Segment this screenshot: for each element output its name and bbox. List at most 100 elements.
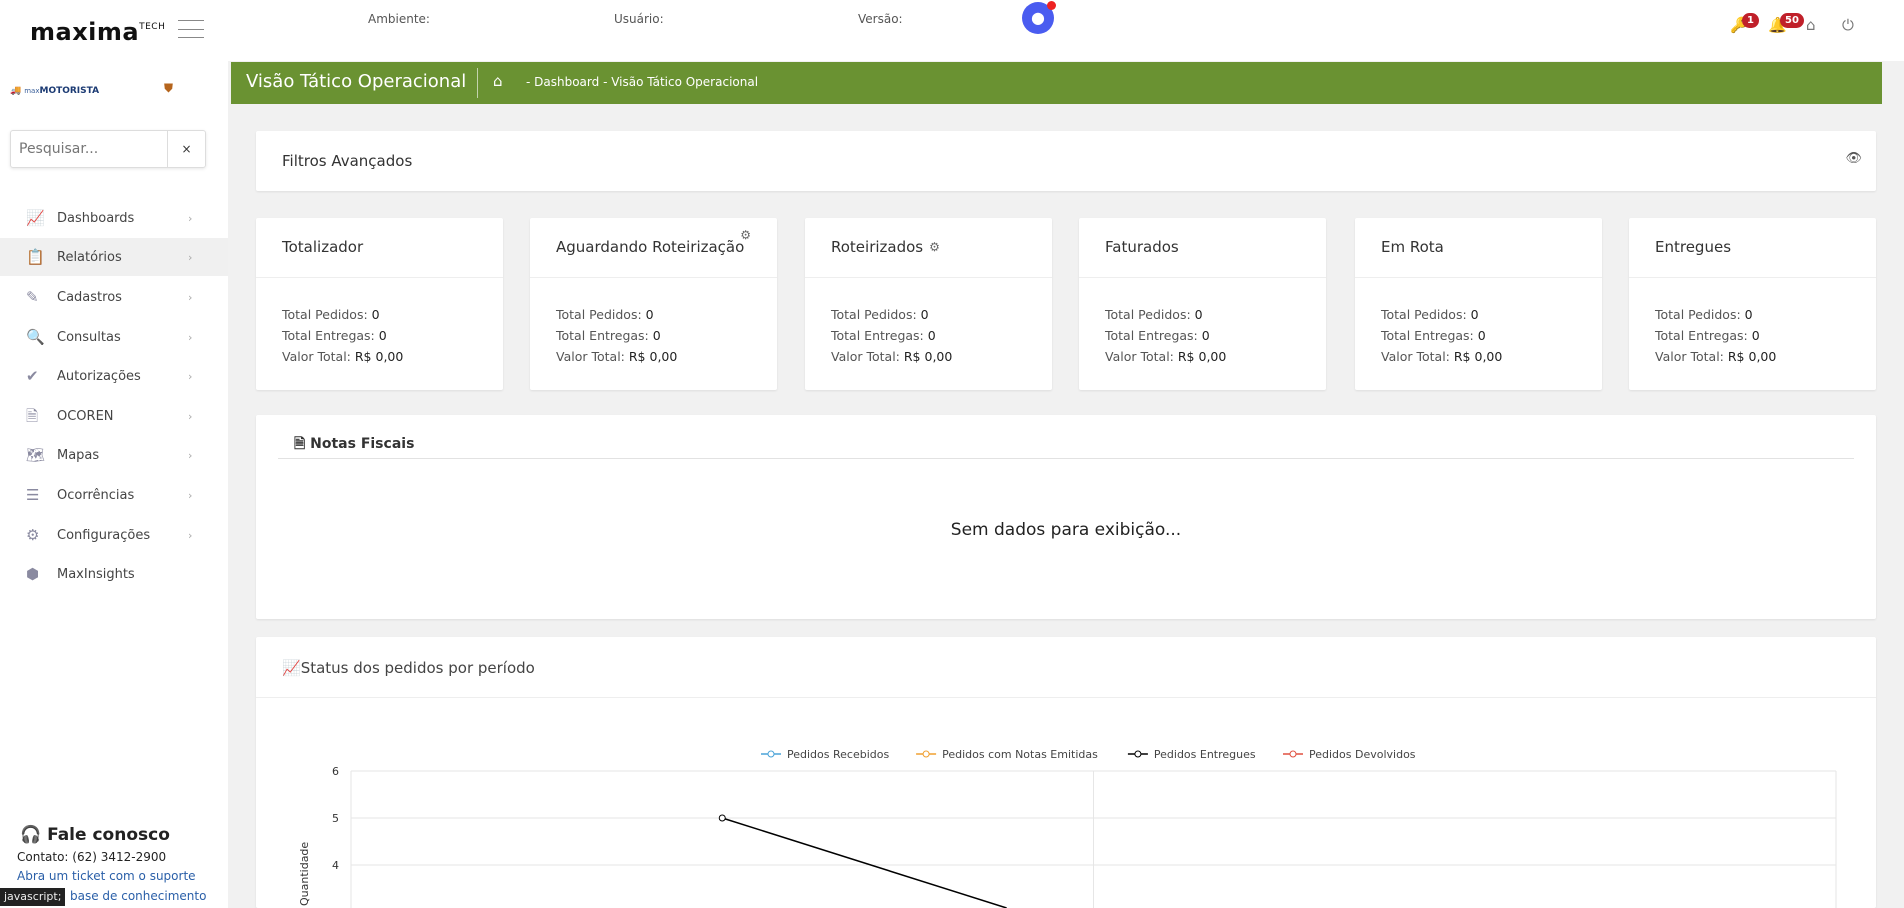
document-icon: 🗎 (26, 407, 39, 425)
card-valor: Valor Total: R$ 0,00 (1105, 349, 1227, 364)
card-entregas: Total Entregas: 0 (1381, 328, 1486, 343)
gear-icon[interactable]: ⚙ (740, 228, 751, 242)
breadcrumb-home-icon[interactable]: ⌂ (493, 72, 503, 90)
y-tick-label: 4 (332, 859, 339, 872)
eye-icon[interactable]: 👁 (1845, 151, 1862, 166)
legend-item[interactable]: Pedidos com Notas Emitidas (916, 748, 1098, 761)
filters-title: Filtros Avançados (282, 152, 413, 170)
clear-search-button[interactable]: × (167, 131, 205, 167)
menu-toggle-icon[interactable] (178, 20, 204, 38)
card-title: Entregues (1655, 238, 1732, 256)
notification-badge: 50 (1780, 13, 1804, 28)
summary-card: Entregues Total Pedidos: 0 Total Entregas… (1629, 218, 1876, 390)
file-icon: 🗎 (294, 436, 306, 452)
sidebar-item-configuracoes[interactable]: ⚙ Configurações › (0, 516, 228, 554)
card-valor: Valor Total: R$ 0,00 (1381, 349, 1503, 364)
legend-label: Pedidos Recebidos (787, 748, 889, 761)
sidebar-item-ocorrencias[interactable]: ☰ Ocorrências › (0, 476, 228, 514)
empty-message: Sem dados para exibição... (950, 520, 1182, 540)
breadcrumb[interactable]: - Dashboard - Visão Tático Operacional (526, 75, 759, 89)
shield-icon[interactable]: ⛊ (164, 81, 174, 95)
home-icon[interactable]: ⌂ (1806, 16, 1816, 34)
double-check-icon: ✔ (26, 367, 39, 385)
cube-icon: ⬢ (26, 565, 40, 583)
sidebar-item-label: Autorizações (57, 368, 141, 384)
summary-card: Totalizador Total Pedidos: 0 Total Entreg… (256, 218, 503, 390)
status-line-chart: Pedidos Recebidos Pedidos com Notas Emiti… (298, 748, 1837, 908)
bell-icon[interactable]: 🔔 50 (1768, 13, 1804, 34)
sidebar-item-consultas[interactable]: 🔍 Consultas › (0, 318, 228, 356)
data-point[interactable] (718, 814, 726, 822)
legend-item[interactable]: Pedidos Entregues (1127, 748, 1256, 761)
sidebar-item-autorizacoes[interactable]: ✔ Autorizações › (0, 357, 228, 395)
status-tooltip: javascript; (0, 888, 66, 906)
chevron-right-icon: › (188, 369, 193, 383)
key-icon[interactable]: 🔑 1 (1730, 13, 1759, 34)
chevron-right-icon: › (188, 330, 193, 344)
versao-label: Versão: (858, 12, 903, 26)
gear-icon: ⚙ (26, 526, 40, 544)
search-input[interactable] (11, 131, 167, 167)
legend-item[interactable]: Pedidos Devolvidos (1283, 748, 1416, 761)
card-entregas: Total Entregas: 0 (282, 328, 387, 343)
top-header: maximaTECH Ambiente: Usuário: Versão: ● … (0, 0, 1904, 61)
summary-card: Faturados Total Pedidos: 0 Total Entregas… (1079, 218, 1326, 390)
map-icon: 🗺 (26, 446, 46, 464)
status-title: 📈Status dos pedidos por período (282, 659, 535, 677)
pencil-icon: ✎ (26, 288, 39, 306)
chevron-right-icon: › (188, 528, 193, 542)
maxima-tech-logo[interactable]: maximaTECH (30, 18, 166, 46)
card-pedidos: Total Pedidos: 0 (1655, 307, 1753, 322)
summary-card: Roteirizados ⚙ Total Pedidos: 0 Total Entr… (805, 218, 1052, 390)
notas-fiscais-panel: 🗎 Notas Fiscais Sem dados para exibição.… (256, 415, 1876, 619)
logout-icon[interactable]: ⏻ (1842, 16, 1854, 34)
summary-card: Em Rota Total Pedidos: 0 Total Entregas: … (1355, 218, 1602, 390)
card-pedidos: Total Pedidos: 0 (1381, 307, 1479, 322)
gear-icon[interactable]: ⚙ (929, 240, 940, 254)
card-pedidos: Total Pedidos: 0 (1105, 307, 1203, 322)
chevron-right-icon: › (188, 448, 193, 462)
legend-label: Pedidos com Notas Emitidas (942, 748, 1098, 761)
card-entregas: Total Entregas: 0 (1105, 328, 1210, 343)
sidebar-item-label: MaxInsights (57, 566, 135, 582)
sidebar-item-ocoren[interactable]: 🗎 OCOREN › (0, 397, 228, 435)
card-title: Em Rota (1381, 238, 1444, 256)
series-line (722, 817, 1007, 908)
y-tick-label: 5 (332, 812, 339, 825)
card-valor: Valor Total: R$ 0,00 (556, 349, 678, 364)
card-pedidos: Total Pedidos: 0 (556, 307, 654, 322)
card-pedidos: Total Pedidos: 0 (831, 307, 929, 322)
card-title: Aguardando Roteirização (556, 238, 745, 256)
sidebar-item-relatorios[interactable]: 📋 Relatórios › (0, 238, 228, 276)
sidebar-item-label: OCOREN (57, 408, 114, 424)
list-icon: ☰ (26, 486, 40, 504)
sidebar-item-mapas[interactable]: 🗺 Mapas › (0, 436, 228, 474)
page-title: Visão Tático Operacional (246, 71, 467, 92)
sidebar-item-dashboards[interactable]: 📈 Dashboards › (0, 199, 228, 237)
knowledge-base-link[interactable]: base de conhecimento (70, 889, 207, 903)
sidebar-item-label: Ocorrências (57, 487, 135, 503)
notas-title: 🗎 Notas Fiscais (294, 436, 415, 452)
sidebar-item-label: Cadastros (57, 289, 122, 305)
advanced-filters-panel[interactable]: Filtros Avançados 👁 (256, 131, 1876, 191)
sidebar-item-maxinsights[interactable]: ⬢ MaxInsights (0, 555, 228, 593)
maxmotorista-logo: 🚚 maxMOTORISTA (10, 85, 99, 97)
legend-label: Pedidos Devolvidos (1309, 748, 1416, 761)
chevron-right-icon: › (188, 250, 193, 264)
contact-phone: Contato: (62) 3412-2900 (17, 850, 167, 864)
divider (477, 68, 478, 98)
sidebar-item-label: Configurações (57, 527, 151, 543)
summary-card: Aguardando Roteirização ⚙ Total Pedidos: … (530, 218, 777, 390)
card-entregas: Total Entregas: 0 (831, 328, 936, 343)
ticket-link[interactable]: Abra um ticket com o suporte (17, 869, 196, 883)
card-valor: Valor Total: R$ 0,00 (1655, 349, 1777, 364)
card-pedidos: Total Pedidos: 0 (282, 307, 380, 322)
chat-messenger-icon[interactable]: ● (1022, 1, 1056, 34)
ambiente-label: Ambiente: (368, 12, 430, 26)
sidebar-item-label: Relatórios (57, 249, 122, 265)
sidebar-item-label: Consultas (57, 329, 121, 345)
legend-item[interactable]: Pedidos Recebidos (761, 748, 889, 761)
sidebar-item-cadastros[interactable]: ✎ Cadastros › (0, 278, 228, 316)
chevron-right-icon: › (188, 211, 193, 225)
card-title: Faturados (1105, 238, 1179, 256)
